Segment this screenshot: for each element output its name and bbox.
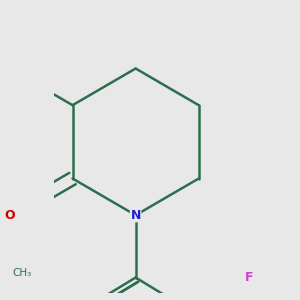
Text: N: N [130,209,141,222]
Text: F: F [245,271,254,284]
Text: O: O [4,209,15,222]
Text: CH₃: CH₃ [12,268,32,278]
